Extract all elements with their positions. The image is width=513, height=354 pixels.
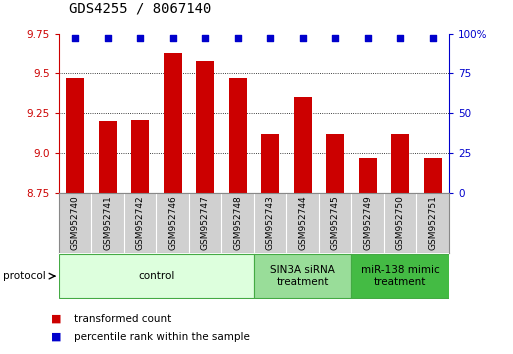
- Text: transformed count: transformed count: [74, 314, 172, 324]
- Text: GDS4255 / 8067140: GDS4255 / 8067140: [69, 2, 212, 16]
- Point: [396, 35, 404, 40]
- Point: [233, 35, 242, 40]
- Point: [364, 35, 372, 40]
- Point: [136, 35, 144, 40]
- Bar: [66, 78, 84, 193]
- Text: GSM952741: GSM952741: [103, 196, 112, 250]
- Text: GSM952744: GSM952744: [298, 196, 307, 250]
- Text: SIN3A siRNA
treatment: SIN3A siRNA treatment: [270, 265, 335, 287]
- Text: miR-138 mimic
treatment: miR-138 mimic treatment: [361, 265, 440, 287]
- Bar: [294, 97, 311, 193]
- Point: [266, 35, 274, 40]
- Text: ■: ■: [51, 332, 62, 342]
- Point: [428, 35, 437, 40]
- Bar: [261, 134, 279, 193]
- Bar: [424, 158, 442, 193]
- Bar: [326, 134, 344, 193]
- Text: percentile rank within the sample: percentile rank within the sample: [74, 332, 250, 342]
- Bar: [196, 61, 214, 193]
- Bar: [59, 254, 254, 298]
- Text: protocol: protocol: [3, 271, 45, 281]
- Point: [201, 35, 209, 40]
- Text: ■: ■: [51, 314, 62, 324]
- Text: GSM952743: GSM952743: [266, 196, 274, 250]
- Point: [71, 35, 80, 40]
- Text: GSM952751: GSM952751: [428, 195, 437, 251]
- Bar: [99, 121, 116, 193]
- Bar: [164, 53, 182, 193]
- Bar: [351, 254, 449, 298]
- Point: [299, 35, 307, 40]
- Bar: [359, 158, 377, 193]
- Text: GSM952745: GSM952745: [331, 196, 340, 250]
- Text: GSM952749: GSM952749: [363, 196, 372, 250]
- Bar: [229, 78, 247, 193]
- Text: GSM952748: GSM952748: [233, 196, 242, 250]
- Bar: [391, 134, 409, 193]
- Text: control: control: [139, 271, 174, 281]
- Bar: [254, 254, 351, 298]
- Text: GSM952750: GSM952750: [396, 195, 405, 251]
- Point: [331, 35, 339, 40]
- Text: GSM952742: GSM952742: [136, 196, 145, 250]
- Point: [169, 35, 177, 40]
- Text: GSM952747: GSM952747: [201, 196, 210, 250]
- Point: [104, 35, 112, 40]
- Text: GSM952746: GSM952746: [168, 196, 177, 250]
- Bar: [131, 120, 149, 193]
- Text: GSM952740: GSM952740: [71, 196, 80, 250]
